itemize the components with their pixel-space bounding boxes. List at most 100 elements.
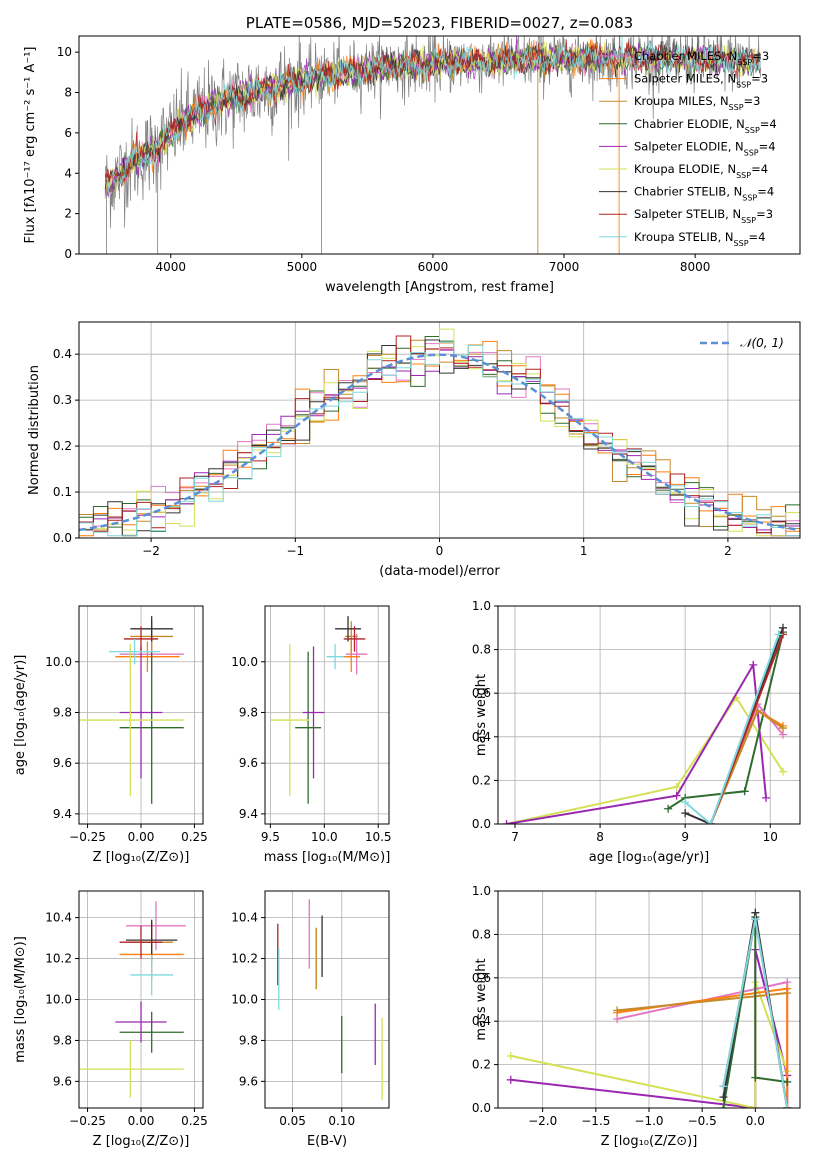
- y-tick-label: 10.2: [231, 952, 258, 966]
- series-marker: [751, 1104, 760, 1108]
- x-tick-label: −1.0: [634, 1114, 663, 1128]
- series-marker: [761, 793, 770, 802]
- plot-area-spectrum: [104, 36, 762, 254]
- series-marker: [506, 1075, 515, 1084]
- x-tick-label: 10.5: [365, 830, 392, 844]
- y-tick-label: 6: [64, 126, 72, 140]
- series-marker: [774, 630, 783, 639]
- x-tick-label: 6000: [418, 260, 449, 274]
- x-tick-label: 7000: [549, 260, 580, 274]
- series-line: [684, 633, 780, 824]
- x-tick-label: 0.05: [279, 1114, 306, 1128]
- panel-z_mass: −0.25 0.00 0.25 9.6 9.8 10.0 10.2 10.4 Z [log₁₀(…: [13, 890, 208, 1149]
- plot-area-age_weight: [502, 623, 787, 824]
- y-tick-label: 9.6: [53, 756, 72, 770]
- series-line: [684, 627, 784, 824]
- y-tick-label: 0.2: [53, 439, 72, 453]
- gaussian-curve: [79, 353, 800, 532]
- x-tick-label: −1: [286, 544, 304, 558]
- x-tick-label: −0.25: [69, 830, 106, 844]
- spectrum-legend: Chabrier MILES, NSSP=3 Salpeter MILES, NS…: [599, 49, 777, 247]
- x-tick-label: 0.00: [128, 830, 155, 844]
- series-marker: [719, 1104, 728, 1108]
- axes-frame: [78, 35, 801, 255]
- x-tick-label: 0.25: [181, 830, 208, 844]
- legend-label: Salpeter ELODIE, NSSP=4: [634, 139, 776, 157]
- legend-label: Salpeter MILES, NSSP=3: [634, 72, 768, 90]
- panel-mass_age: 9.5 10.0 10.5 9.4 9.6 9.8 10.0 mass [log₁₀(M/M⊙…: [231, 605, 392, 865]
- x-tick-label: 8: [596, 830, 604, 844]
- axes-frame: [497, 605, 801, 825]
- series-line: [616, 992, 788, 1012]
- y-tick-label: 0.6: [472, 971, 491, 985]
- y-tick-label: 8: [64, 86, 72, 100]
- series-marker: [672, 782, 681, 791]
- x-tick-label: −2: [142, 544, 160, 558]
- y-tick-label: 10.2: [45, 952, 72, 966]
- x-tick-label: 5000: [287, 260, 318, 274]
- series-marker: [506, 1051, 515, 1060]
- x-tick-label: 10: [763, 830, 778, 844]
- series-marker: [751, 1073, 760, 1082]
- y-tick-label: 9.8: [53, 705, 72, 719]
- x-tick-label: 0.25: [181, 1114, 208, 1128]
- y-tick-label: 0.3: [53, 393, 72, 407]
- y-tick-label: 0.6: [472, 686, 491, 700]
- y-tick-label: 10.4: [45, 911, 72, 925]
- series-line: [722, 916, 788, 1108]
- series-marker: [783, 1077, 792, 1086]
- x-tick-label: 2: [724, 544, 732, 558]
- y-tick-label: 0.8: [472, 927, 491, 941]
- series-line: [506, 695, 784, 824]
- x-tick-label: 10.0: [311, 830, 338, 844]
- y-tick-label: 9.8: [239, 705, 258, 719]
- y-tick-label: 0.0: [472, 1101, 491, 1115]
- y-tick-label: 10.4: [231, 911, 258, 925]
- x-tick-label: 9.5: [261, 830, 280, 844]
- y-axis-label: age [log₁₀(age/yr)]: [13, 655, 28, 776]
- x-tick-label: 4000: [155, 260, 186, 274]
- series-marker: [783, 988, 792, 997]
- y-tick-label: 1.0: [472, 884, 491, 898]
- y-tick-label: 1.0: [472, 599, 491, 613]
- y-tick-label: 4: [64, 166, 72, 180]
- series-marker: [706, 820, 715, 824]
- y-tick-label: 9.4: [53, 807, 72, 821]
- plot-area-z_weight: [506, 908, 792, 1108]
- series-marker: [664, 804, 673, 813]
- panel-z_weight: −2.0 −1.5 −1.0 −0.5 0.0 0.0 0.2 0.4 0.6 0.8 1.0 Z […: [472, 884, 801, 1149]
- series-marker: [783, 1104, 792, 1108]
- y-tick-label: 9.6: [239, 1074, 258, 1088]
- x-tick-label: 0.0: [746, 1114, 765, 1128]
- legend-label: 𝒩(0, 1): [740, 336, 784, 350]
- x-axis-label: Z [log₁₀(Z/Z⊙)]: [601, 1134, 698, 1149]
- legend-label: Kroupa ELODIE, NSSP=4: [634, 162, 768, 180]
- model-line: [105, 36, 761, 189]
- series-marker: [681, 798, 690, 807]
- legend-label: Chabrier ELODIE, NSSP=4: [634, 117, 777, 135]
- y-tick-label: 0.0: [472, 817, 491, 831]
- legend-label: Kroupa MILES, NSSP=3: [634, 94, 760, 112]
- y-tick-label: 10.0: [45, 993, 72, 1007]
- series-marker: [719, 1093, 728, 1102]
- legend-label: Chabrier STELIB, NSSP=4: [634, 185, 774, 203]
- y-axis-label: mass weight: [474, 674, 489, 756]
- y-tick-label: 0.4: [472, 1014, 491, 1028]
- panel-residuals: −2 −1 0 1 2 0.0 0.1 0.2 0.3 0.4 (data-model)/error…: [27, 321, 801, 579]
- series-marker: [502, 820, 511, 824]
- y-tick-label: 0.1: [53, 485, 72, 499]
- y-tick-label: 0.8: [472, 643, 491, 657]
- y-tick-label: 9.4: [239, 807, 258, 821]
- y-tick-label: 9.8: [53, 1033, 72, 1047]
- y-axis-label: mass weight: [474, 958, 489, 1040]
- x-tick-label: 0: [436, 544, 444, 558]
- y-tick-label: 10: [57, 45, 72, 59]
- y-tick-label: 0: [64, 247, 72, 261]
- x-tick-label: 8000: [680, 260, 711, 274]
- series-line: [506, 661, 767, 824]
- x-axis-label: wavelength [Angstrom, rest frame]: [325, 280, 554, 295]
- plot-area-mass_age: [270, 616, 368, 804]
- y-tick-label: 0.2: [472, 773, 491, 787]
- y-tick-label: 9.6: [239, 756, 258, 770]
- y-tick-label: 0.2: [472, 1058, 491, 1072]
